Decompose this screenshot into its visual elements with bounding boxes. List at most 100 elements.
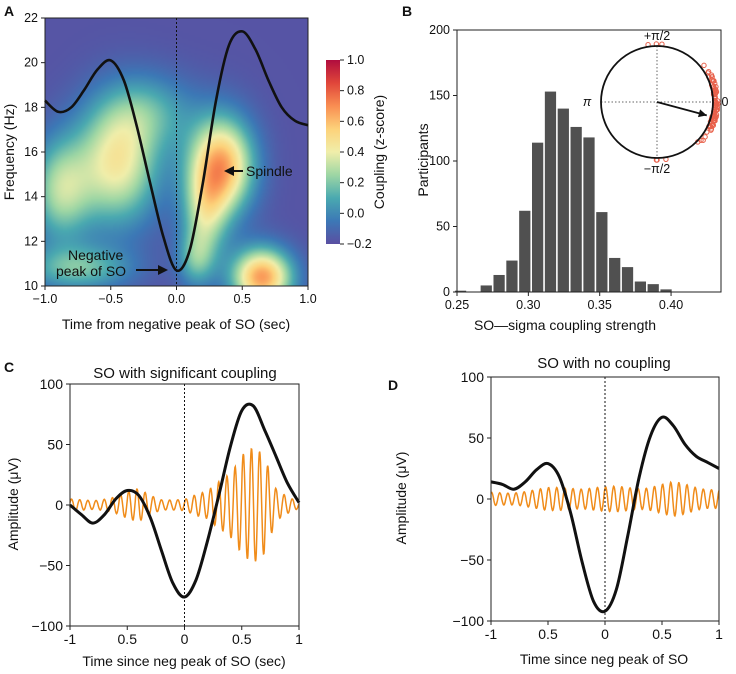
polar-label-top: +π/2 [644,29,670,43]
polar-dot [701,62,707,69]
histogram-bar [454,290,467,292]
negpeak-annotation-line2: peak of SO [56,263,126,279]
panel-a-heatmap: −1.0 −0.5 0.0 0.5 1.0 10 12 14 16 18 20 22 −0.2 0.0 0.… [1,11,387,332]
panel-d-line: SO with no coupling -1 0.5 0 0.5 1 −100 −50 0 50… [393,355,723,667]
panel-c-ytick-label: 50 [47,437,63,453]
colorbar-tick-label: −0.2 [347,237,372,251]
panel-d-xtick-label: 0.5 [652,626,672,642]
polar-dot [700,137,706,143]
spindle-arrow [224,166,243,176]
colorbar-tick-label: 0.4 [347,145,364,159]
panel-d-ytick-label: 50 [468,430,484,446]
histogram-bar [596,212,608,292]
histogram-bar [647,284,659,292]
histogram-bar [544,91,557,292]
colorbar-tick-label: 0.8 [347,84,364,98]
histogram-bar [621,267,634,292]
histogram-bar [583,137,595,292]
negpeak-arrow [136,265,168,275]
panel-a-xtick-label: −1.0 [33,292,58,306]
polar-mean-arrow [656,101,707,117]
panel-c-xtick-label: -1 [64,631,77,647]
colorbar-tick-label: 1.0 [347,53,364,67]
colorbar-tick-label: 0.2 [347,176,364,190]
histogram-bar [570,126,582,292]
panel-b-ytick-label: 200 [429,23,450,37]
colorbar-bar [326,60,340,244]
polar-label-bottom: −π/2 [644,162,670,176]
histogram-bar [519,210,531,292]
panel-d-xtick-label: 1 [715,626,723,642]
histogram-bar [557,108,569,292]
panel-c-ytick-label: 0 [55,497,63,513]
panel-a-xtick-label: −0.5 [98,292,123,306]
panel-b-ytick-label: 50 [436,220,450,234]
panel-b-xtick-label: 0.35 [588,298,612,312]
polar-dot [709,74,715,80]
panel-d-xtick-label: -1 [485,626,498,642]
colorbar-tick-label: 0.6 [347,114,364,128]
panel-d-xtick-label: 0.5 [538,626,558,642]
colorbar-label: Coupling (z-score) [371,95,387,209]
histogram-bar [660,289,672,292]
panel-a-ytick-label: 20 [24,56,38,70]
panel-label-a: A [4,3,14,19]
panel-a-so-curve [44,30,309,273]
colorbar-tick-label: 0.0 [347,206,364,220]
panel-a-ytick-label: 18 [24,100,38,114]
panel-d-ytick-label: −50 [460,552,484,568]
panel-c-ytick-label: −100 [31,618,63,634]
histogram-bar [493,274,505,292]
panel-a-ytick-label: 14 [24,190,38,204]
panel-a-xtick-label: 1.0 [299,292,316,306]
panel-a-ytick-label: 16 [24,145,38,159]
panel-c-xtick-label: 0.5 [118,631,138,647]
panel-b-ytick-label: 100 [429,154,450,168]
negpeak-annotation-line1: Negative [68,247,123,263]
polar-inset: +π/2 −π/2 π 0 [583,29,729,176]
panel-c-xtick-label: 0 [181,631,189,647]
histogram-bar [532,142,544,292]
panel-a-ylabel: Frequency (Hz) [1,104,17,200]
panel-c-ytick-label: −50 [39,558,63,574]
negpeak-arrow-head [158,265,168,275]
panel-a-ytick-label: 12 [24,234,38,248]
panel-d-so-line [490,415,720,614]
polar-label-right: 0 [722,95,729,109]
panel-c-xlabel: Time since neg peak of SO (sec) [82,653,285,669]
panel-b-xlabel: SO—sigma coupling strength [474,317,656,333]
spindle-arrow-head [224,166,234,176]
panel-a-xtick-label: 0.0 [168,292,185,306]
panel-d-xtick-label: 0 [601,626,609,642]
panel-c-xtick-label: 1 [295,631,303,647]
panel-a-ytick-label: 10 [24,279,38,293]
panel-d-sigma-line [490,480,720,518]
panel-c-ytick-label: 100 [40,376,64,392]
polar-dot [714,102,720,108]
panel-d-ylabel: Amplitude (μV) [393,452,409,545]
panel-b-xtick-label: 0.30 [516,298,540,312]
panel-d-title: SO with no coupling [537,355,670,372]
panel-b-xtick-label: 0.25 [445,298,469,312]
panel-c-xtick-label: 0.5 [232,631,252,647]
panel-d-ytick-label: 0 [476,491,484,507]
panel-d-xlabel: Time since neg peak of SO [520,651,688,667]
polar-dot [715,101,721,107]
spindle-annotation: Spindle [246,163,293,179]
panel-label-d: D [388,377,398,393]
panel-a-ytick-label: 22 [24,11,38,25]
panel-b-histogram: 0.25 0.30 0.35 0.40 0 50 100 150 200 +π/2 −π/2 π 0 S… [415,23,729,333]
polar-dot [708,127,714,133]
polar-circle [600,45,714,159]
polar-mean-arrow-head [698,109,707,118]
panel-label-c: C [4,359,14,375]
panel-a-xtick-label: 0.5 [234,292,251,306]
panel-c-ylabel: Amplitude (μV) [5,458,21,551]
panel-d-ytick-label: 100 [461,369,485,385]
histogram-bar [634,281,646,292]
polar-dot [705,69,712,75]
histogram-bar [480,285,492,292]
panel-d-ytick-label: −100 [452,613,484,629]
polar-label-left: π [583,95,592,109]
